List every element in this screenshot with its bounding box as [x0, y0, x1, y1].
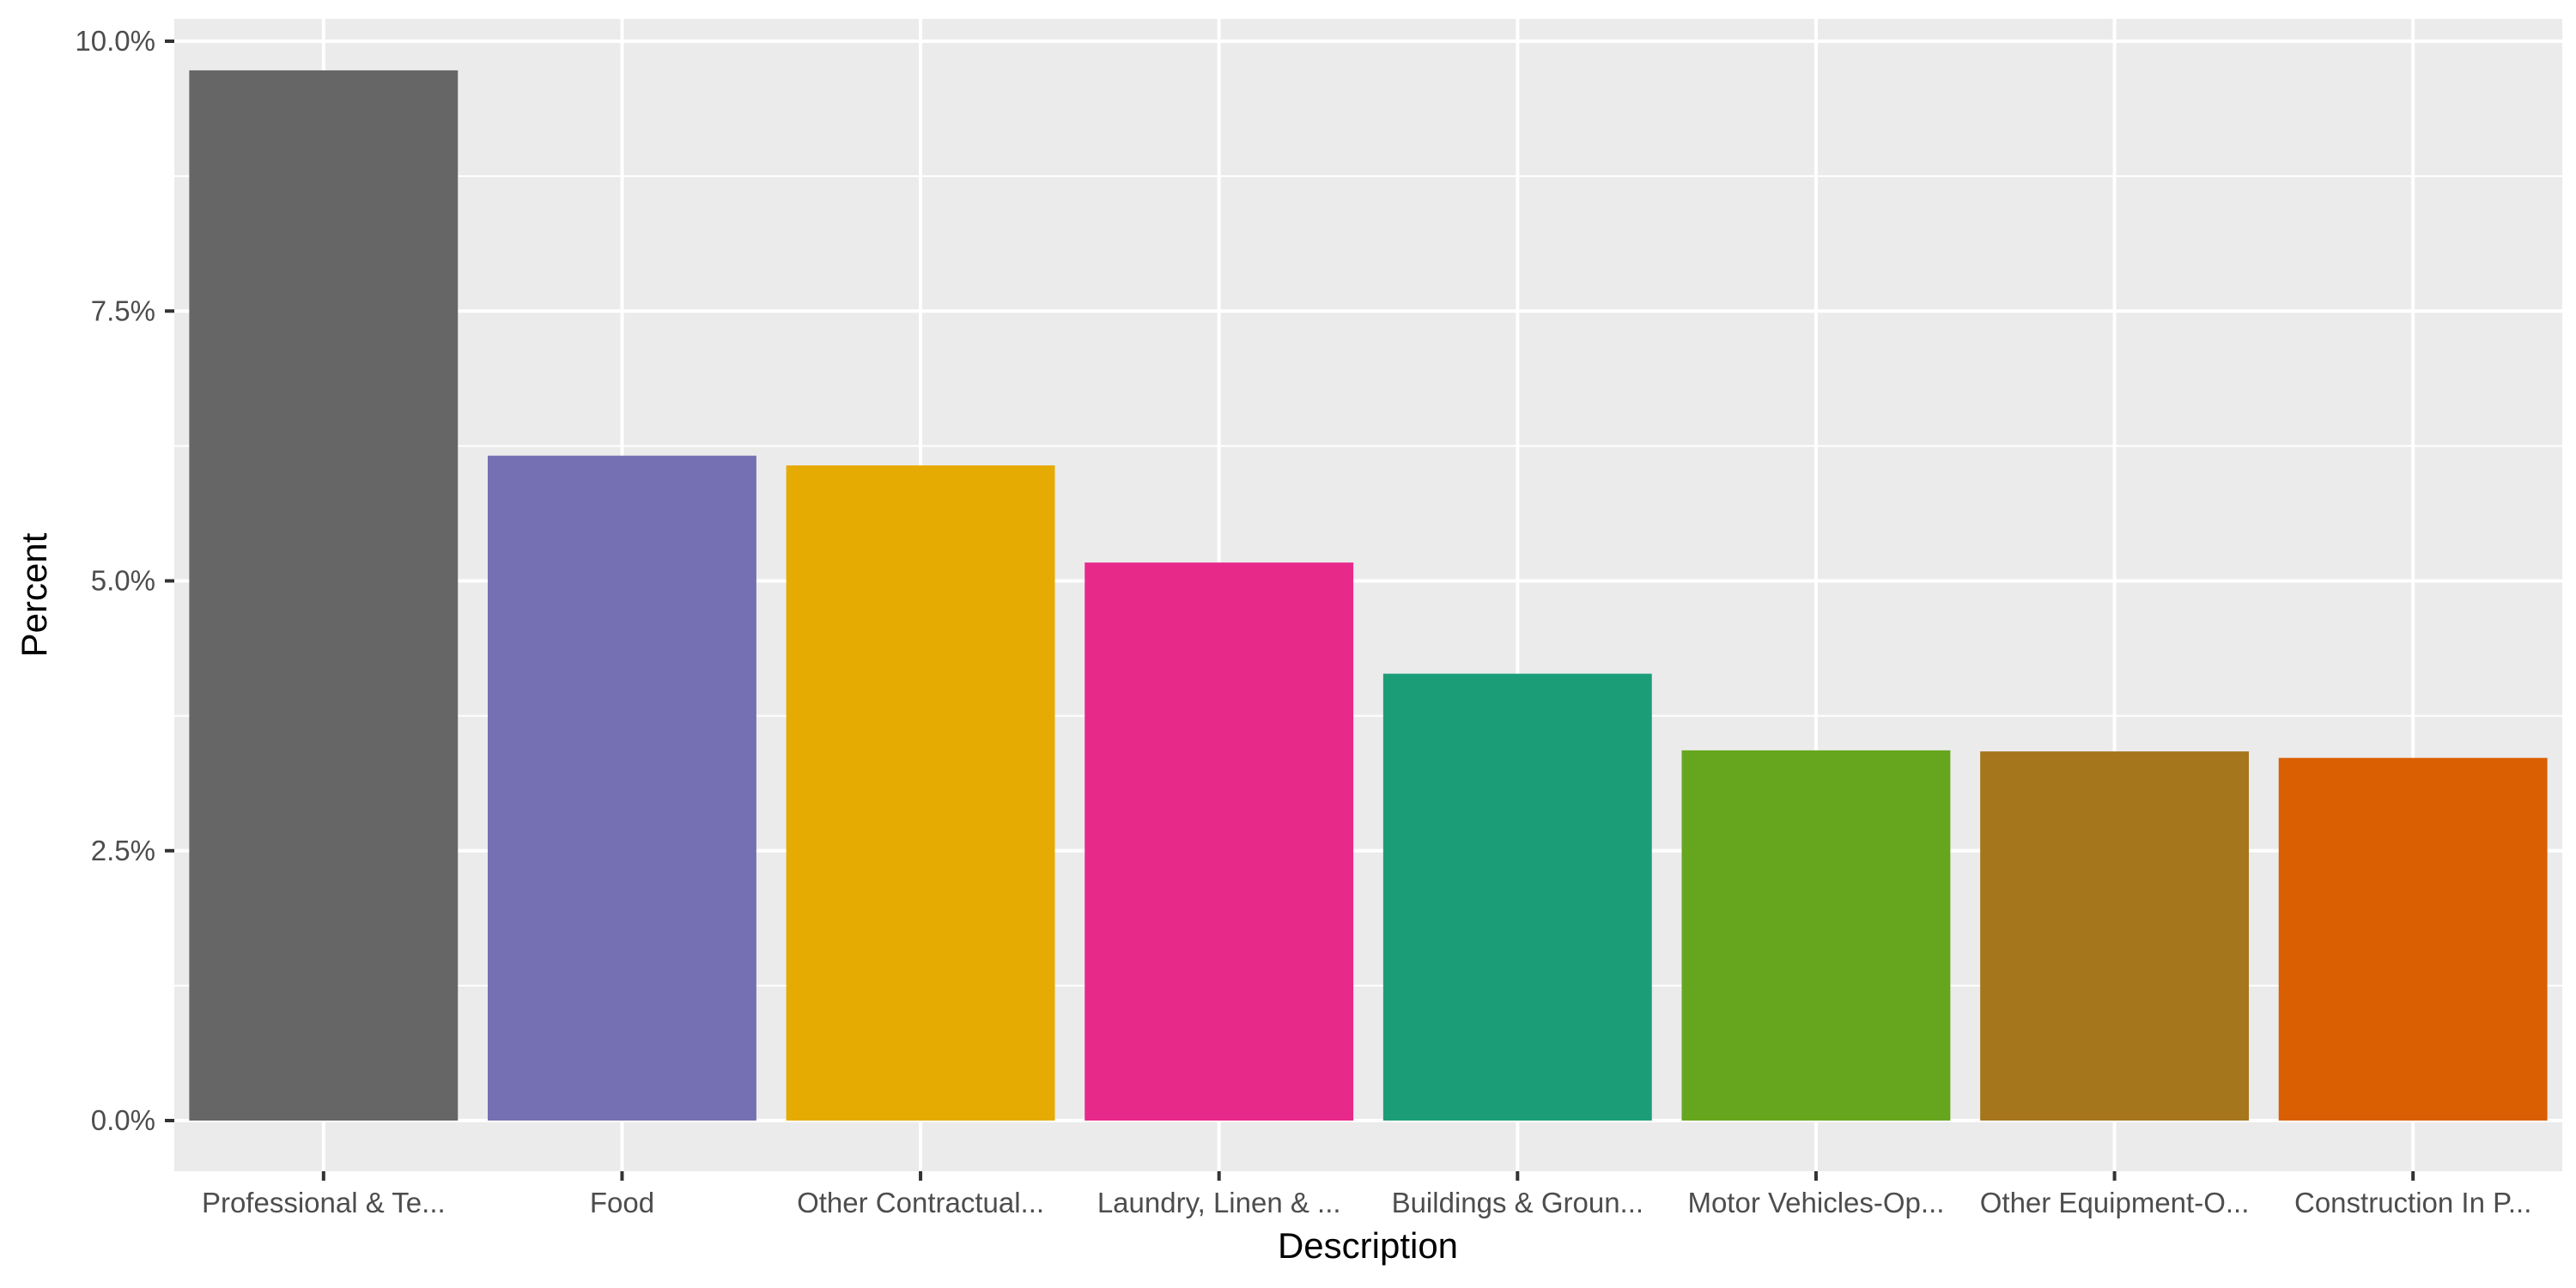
bar	[1084, 562, 1354, 1121]
y-axis-title: Percent	[14, 532, 54, 657]
bar	[2278, 757, 2548, 1121]
y-tick-label: 7.5%	[91, 295, 155, 326]
bar	[1382, 673, 1652, 1121]
y-tick-label: 0.0%	[91, 1104, 155, 1136]
x-axis: Professional & Te... Food Other Contractua…	[202, 1171, 2531, 1218]
bar	[189, 70, 459, 1121]
x-tick-label: Laundry, Linen & ...	[1097, 1187, 1341, 1218]
x-tick-label: Professional & Te...	[202, 1187, 446, 1218]
bar	[1681, 750, 1951, 1121]
bar	[786, 465, 1055, 1121]
x-axis-title: Description	[1278, 1225, 1458, 1266]
bars	[189, 70, 2548, 1121]
x-tick-label: Motor Vehicles-Op...	[1687, 1187, 1944, 1218]
y-tick-label: 10.0%	[75, 25, 155, 57]
x-tick-label: Buildings & Groun...	[1392, 1187, 1644, 1218]
x-tick-label: Construction In P...	[2294, 1187, 2531, 1218]
bar	[488, 455, 756, 1121]
y-tick-label: 5.0%	[91, 565, 155, 597]
x-tick-label: Other Contractual...	[797, 1187, 1044, 1218]
x-tick-label: Other Equipment-O...	[1980, 1187, 2250, 1218]
y-tick-label: 2.5%	[91, 835, 155, 866]
bar	[1980, 751, 2249, 1121]
x-tick-label: Food	[590, 1187, 654, 1218]
y-axis: 0.0% 2.5% 5.0% 7.5% 10.0%	[75, 25, 174, 1136]
